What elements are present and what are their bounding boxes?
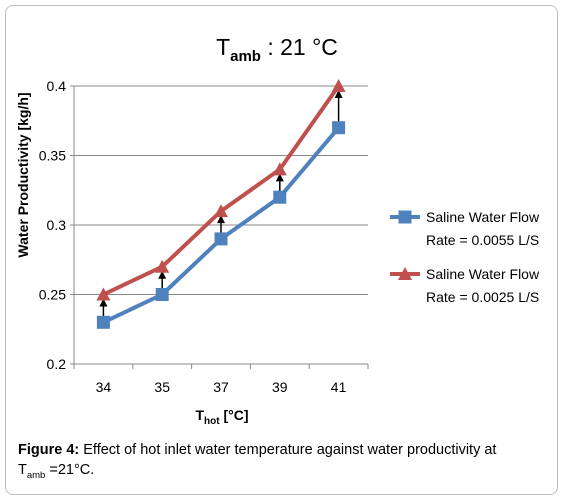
data-point-series-1	[155, 288, 169, 301]
arrow-head	[275, 173, 284, 182]
data-point-series-1	[273, 190, 287, 204]
x-tick-label: 34	[96, 379, 112, 395]
series-markers	[96, 79, 346, 329]
arrow-head	[158, 270, 167, 279]
y-tick-label: 0.2	[47, 356, 67, 372]
data-point-series-2	[96, 287, 111, 301]
x-axis-label: Thot [°C]	[195, 407, 248, 427]
x-tick-label: 41	[331, 379, 347, 395]
arrow-head	[334, 90, 343, 98]
legend-marker-1	[398, 210, 412, 224]
legend-label-line1: Saline Water Flow	[426, 266, 540, 282]
arrow-head	[217, 215, 225, 224]
data-point-series-2	[272, 162, 287, 176]
y-axis-label: Water Productivity [kg/h]	[15, 92, 31, 257]
data-point-series-2	[214, 204, 228, 218]
caption-end: =21°C.	[45, 462, 95, 478]
x-tick-label: 37	[213, 379, 229, 395]
legend-label-line2: Rate = 0.0055 L/S	[426, 232, 539, 248]
y-tick-label: 0.4	[47, 78, 67, 94]
legend-label-line2: Rate = 0.0025 L/S	[426, 289, 539, 305]
y-tick-label: 0.25	[39, 287, 66, 303]
arrow-head	[99, 298, 108, 307]
series-line-2	[102, 84, 341, 297]
axes: 0.2 0.25 0.3 0.35 0.4 34 35 37 39 41	[39, 78, 369, 395]
grid-lines	[74, 85, 368, 295]
data-point-series-2	[331, 79, 346, 92]
y-tick-label: 0.3	[47, 217, 67, 233]
data-point-series-2	[155, 259, 170, 273]
caption-text: Effect of hot inlet water temperature ag…	[79, 442, 497, 458]
y-tick-label: 0.35	[39, 148, 66, 164]
caption-label: Figure 4:	[18, 442, 80, 458]
x-tick-label: 35	[154, 379, 170, 395]
chart-title: Tamb : 21 °C	[216, 34, 338, 65]
chart-frame	[5, 5, 558, 495]
data-point-series-1	[332, 121, 346, 135]
caption-t: T	[18, 462, 27, 478]
figure-caption: Figure 4: Effect of hot inlet water temp…	[18, 440, 546, 486]
data-point-series-1	[214, 232, 228, 246]
legend-label-line1: Saline Water Flow	[426, 209, 540, 225]
legend: Saline Water Flow Rate = 0.0055 L/S Saline…	[390, 209, 540, 305]
x-tick-label: 39	[272, 379, 288, 395]
legend-marker-2	[398, 267, 412, 280]
data-point-series-1	[96, 315, 110, 329]
caption-sub: amb	[26, 469, 46, 481]
